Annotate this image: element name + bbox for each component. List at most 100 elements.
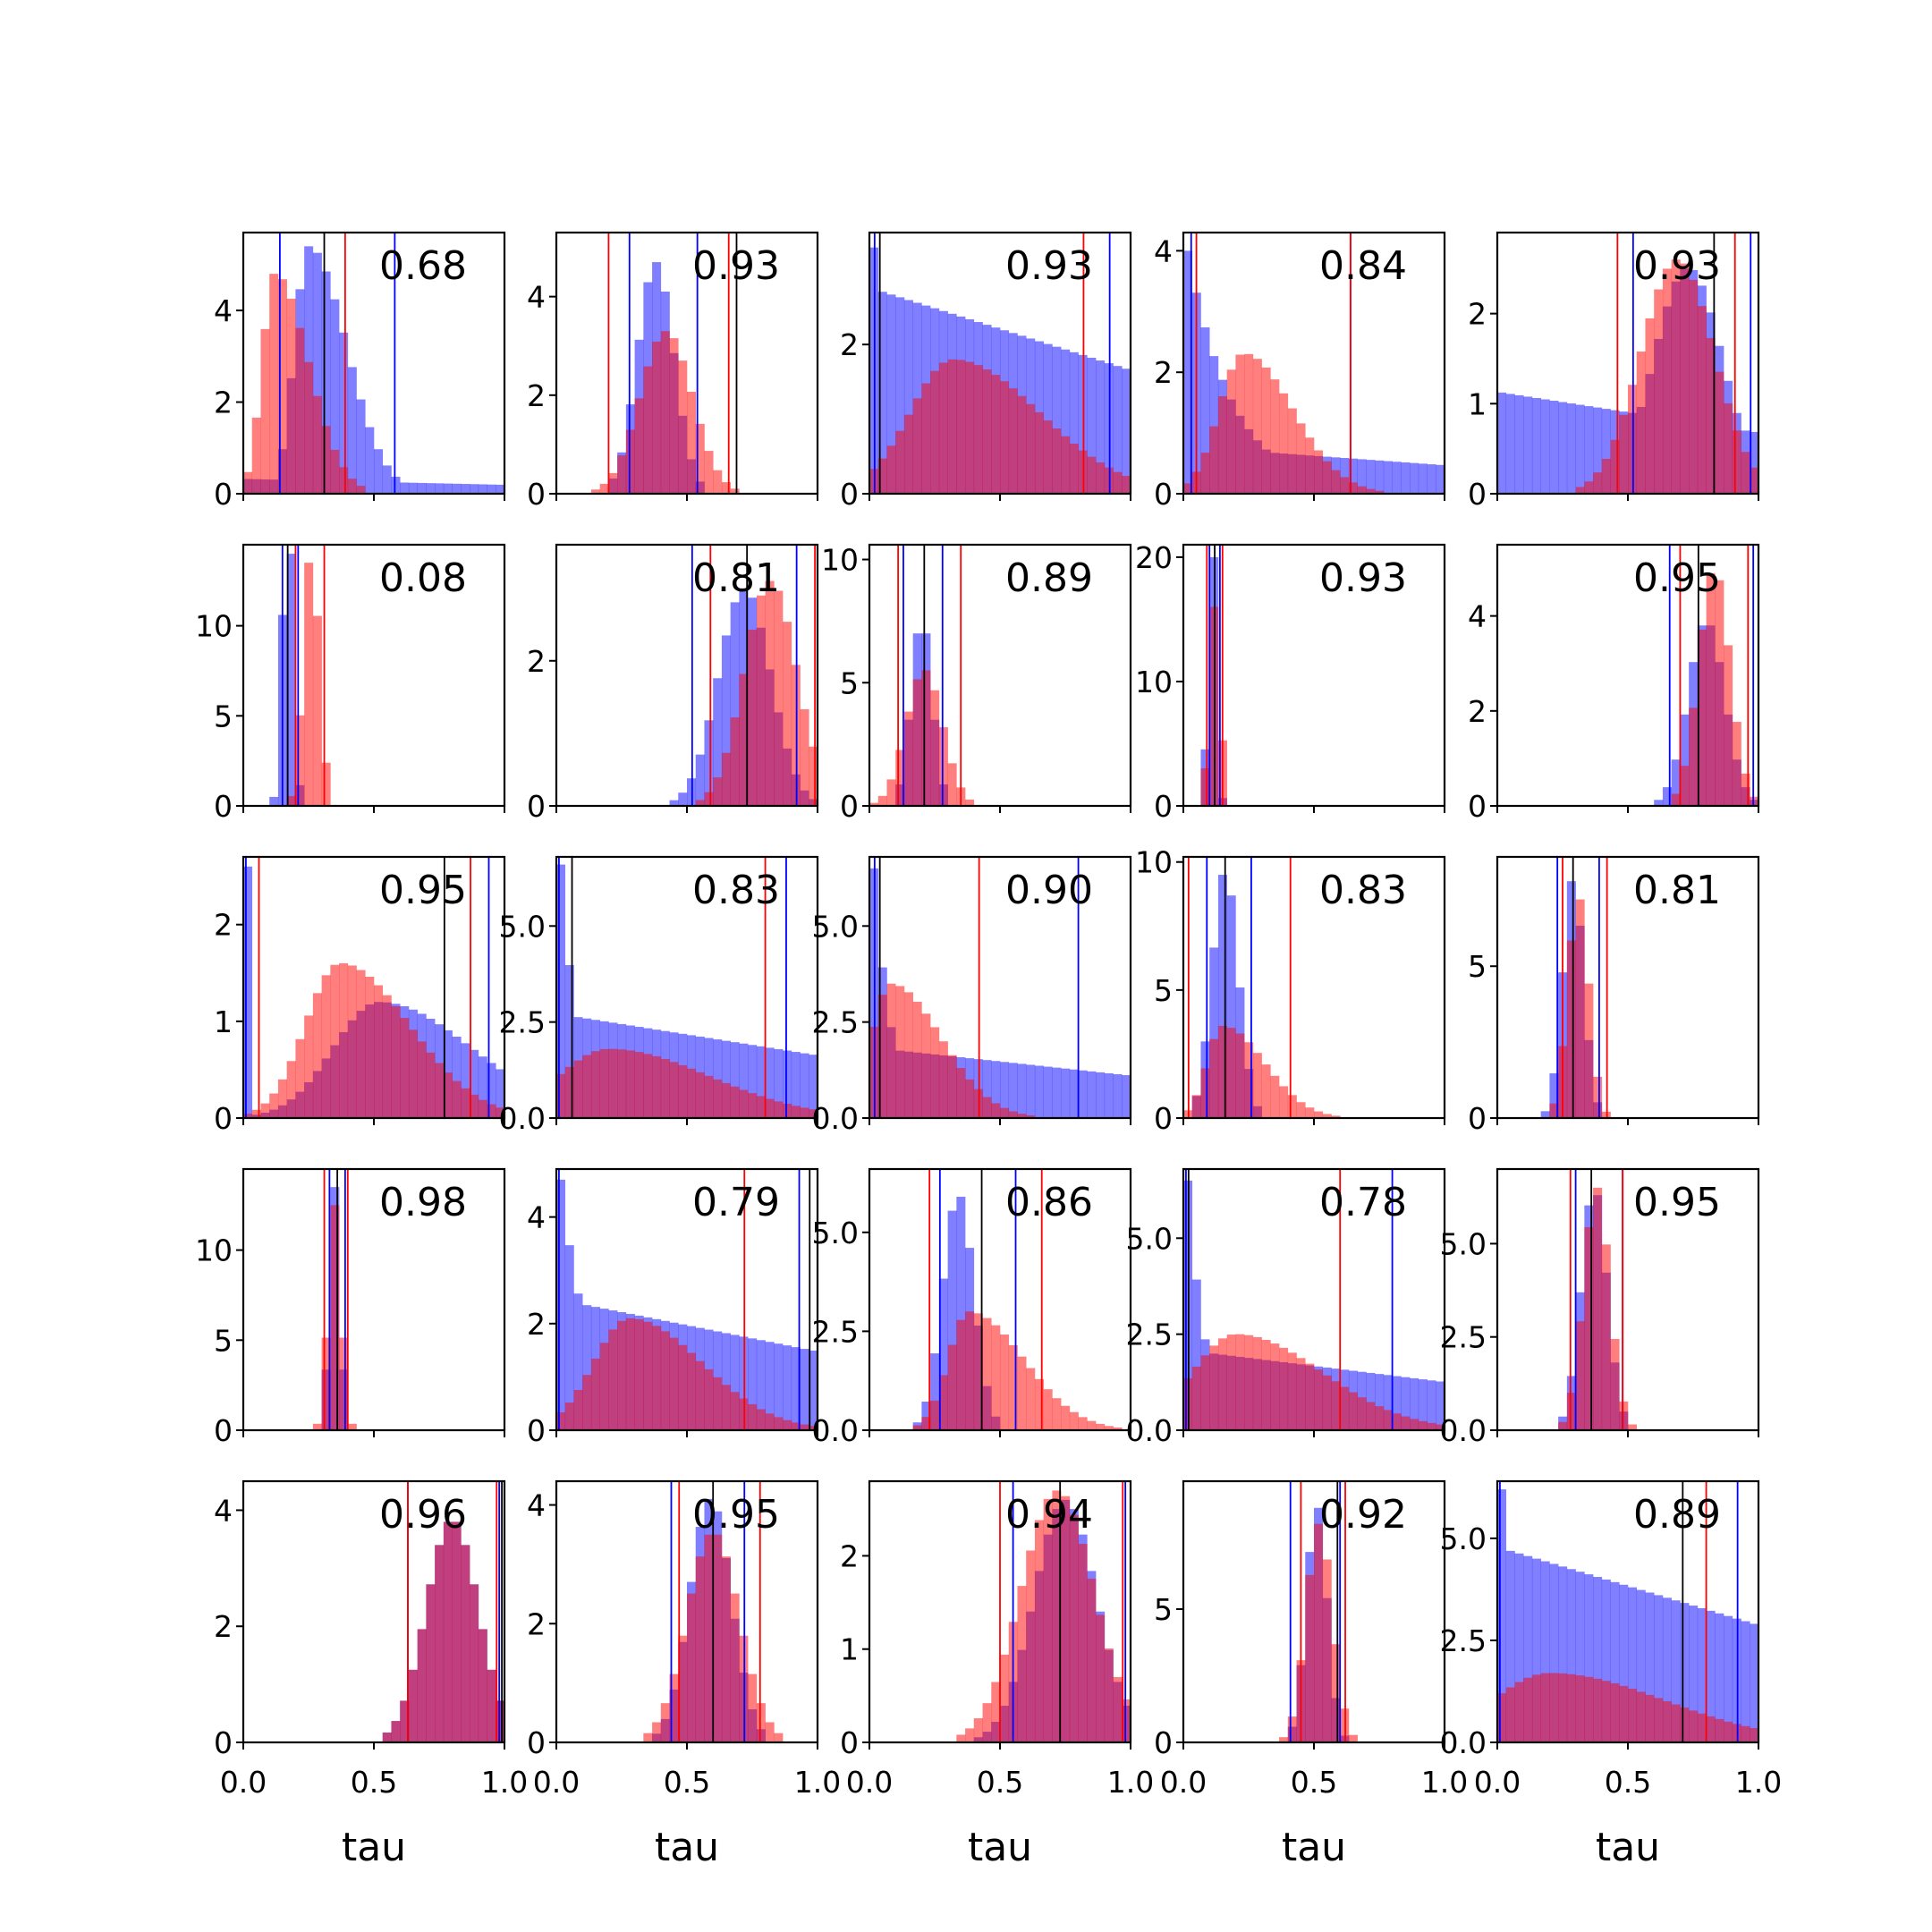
blue-bar <box>1654 800 1664 806</box>
red-bar <box>1261 367 1271 494</box>
blue-bar <box>470 484 479 494</box>
y-tick-label: 2 <box>527 378 546 413</box>
red-bar <box>608 1329 618 1430</box>
blue-bar <box>1087 357 1097 494</box>
y-tick-label: 2 <box>527 1307 546 1342</box>
blue-bar <box>903 300 913 494</box>
red-bar <box>1270 1343 1280 1430</box>
y-tick-label: 5 <box>1154 1592 1173 1627</box>
blue-bar <box>1715 1613 1724 1742</box>
blue-bar <box>1069 1069 1079 1118</box>
red-bar <box>295 715 305 806</box>
red-bar <box>1034 1378 1044 1430</box>
red-bar <box>869 802 879 806</box>
blue-bar <box>365 427 375 494</box>
red-bar <box>1191 1095 1201 1118</box>
subplot-1-1: 0.81 0 2 <box>527 543 819 824</box>
y-tick-label: 5.0 <box>812 1216 859 1250</box>
blue-bar <box>564 1245 574 1430</box>
red-bar <box>487 1669 496 1742</box>
red-bar <box>304 361 314 494</box>
red-bar <box>634 398 644 494</box>
red-bar <box>478 1629 487 1742</box>
blue-bar <box>1741 1621 1750 1742</box>
red-bar <box>774 1733 784 1742</box>
y-tick-label: 0 <box>1154 1101 1173 1136</box>
red-bar <box>435 1063 445 1118</box>
red-bar <box>912 1425 922 1430</box>
subplot-4-3: 0.92 0 5 0.0 0.5 1.0 <box>1154 1479 1468 1800</box>
blue-bar <box>713 1039 723 1118</box>
red-bar <box>1305 1107 1315 1118</box>
red-bar <box>1366 1402 1376 1430</box>
red-bar <box>1348 482 1358 494</box>
red-bar <box>1034 1520 1044 1742</box>
red-bar <box>1200 767 1210 806</box>
red-bar <box>1052 1490 1062 1742</box>
y-tick-label: 4 <box>214 293 233 328</box>
red-bar <box>921 1013 931 1118</box>
red-bar <box>1375 490 1385 494</box>
red-bar <box>1636 1691 1646 1742</box>
y-tick-label: 0.0 <box>499 1101 546 1136</box>
red-bar <box>1043 1389 1053 1430</box>
red-bar <box>1026 1550 1036 1742</box>
subplot-3-3: 0.78 0.0 2.5 5.0 <box>1126 1167 1446 1448</box>
red-bar <box>1732 430 1741 494</box>
y-tick-label: 0 <box>1468 477 1487 512</box>
red-bar <box>1680 1707 1690 1742</box>
red-bar <box>1069 443 1079 494</box>
red-bar <box>930 1027 940 1118</box>
y-tick-label: 5 <box>840 665 859 700</box>
red-bar <box>1252 1053 1262 1118</box>
blue-bar <box>1052 1067 1062 1118</box>
red-bar <box>1505 1687 1515 1742</box>
red-bar <box>1314 1111 1324 1118</box>
red-bar <box>286 796 296 806</box>
red-bar <box>277 279 287 494</box>
red-bar <box>1226 1335 1236 1430</box>
red-bar <box>260 1103 270 1118</box>
red-bar <box>470 1094 479 1118</box>
red-bar <box>930 690 940 806</box>
red-bar <box>1357 1397 1367 1430</box>
red-bar <box>443 1072 453 1118</box>
red-bar <box>1279 1347 1289 1430</box>
blue-bar <box>1540 1111 1550 1118</box>
y-tick-label: 2 <box>214 1609 233 1644</box>
blue-bar <box>1750 431 1759 494</box>
blue-bar <box>1436 1381 1445 1430</box>
blue-bar <box>1601 1579 1611 1742</box>
y-tick-label: 0 <box>1468 789 1487 824</box>
red-bar <box>617 455 627 494</box>
blue-bar <box>1436 464 1445 494</box>
y-tick-label: 0 <box>527 789 546 824</box>
y-tick-label: 5.0 <box>1126 1221 1173 1256</box>
blue-bar <box>1401 462 1411 494</box>
red-bar <box>1575 1321 1585 1430</box>
red-bar <box>1043 1498 1053 1742</box>
red-bar <box>800 708 809 806</box>
y-tick-label: 2 <box>840 327 859 362</box>
red-bar <box>1279 1737 1289 1742</box>
y-tick-label: 2 <box>214 908 233 943</box>
red-bar <box>1061 1496 1071 1742</box>
blue-bar <box>1122 1075 1131 1118</box>
red-bar <box>1296 423 1306 494</box>
x-axis-labels: tau tau tau tau tau <box>342 1825 1660 1870</box>
blue-bar <box>1000 1062 1010 1118</box>
blue-bar <box>400 482 410 494</box>
blue-bar <box>1549 1563 1559 1742</box>
red-bar <box>721 1385 731 1430</box>
red-bar <box>1689 708 1699 806</box>
blue-bar <box>713 678 723 806</box>
red-bar <box>1287 1095 1297 1118</box>
red-bar <box>730 1392 740 1430</box>
subplot-3-2: 0.86 0.0 2.5 5.0 <box>812 1167 1132 1448</box>
red-bar <box>921 383 931 494</box>
blue-bar <box>564 964 574 1118</box>
red-bar <box>809 746 818 806</box>
blue-bar <box>374 449 384 494</box>
blue-bar <box>1697 1607 1707 1742</box>
red-bar <box>1226 1028 1236 1118</box>
